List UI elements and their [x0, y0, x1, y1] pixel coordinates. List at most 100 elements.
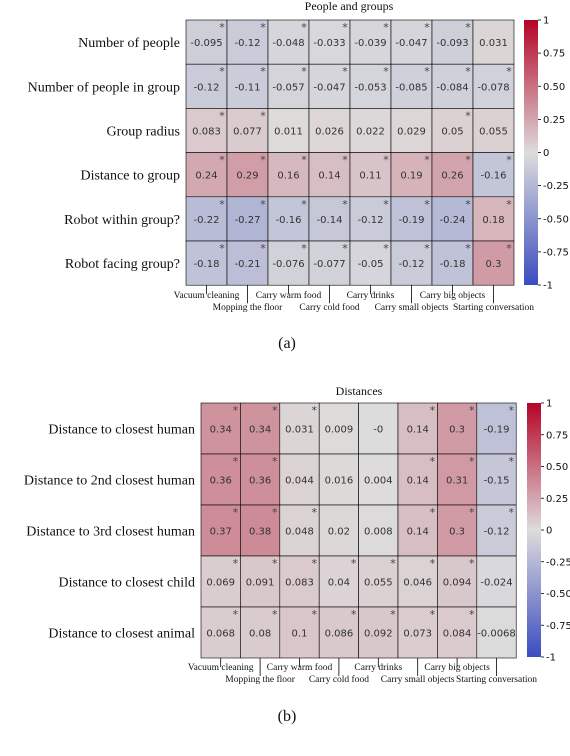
significance-marker: *: [219, 21, 225, 34]
significance-marker: *: [424, 65, 430, 78]
cell-value-label: 0.083: [285, 578, 314, 589]
heatmap-cell: [240, 453, 281, 506]
significance-marker: *: [424, 21, 430, 34]
significance-marker: *: [219, 198, 225, 211]
row-label: Distance to closest human: [48, 423, 195, 438]
cell-value-label: 0.18: [482, 215, 504, 226]
colorbar-tick-label: 0.50: [546, 462, 568, 473]
colorbar-tick-label: 0: [543, 148, 549, 159]
cell-value-label: 0.36: [210, 476, 232, 487]
heatmap-cell: [397, 402, 438, 455]
cell-value-label: 0.048: [285, 527, 314, 538]
cell-value-label: -0.12: [194, 82, 220, 93]
row-label: Distance to closest child: [59, 576, 195, 591]
colorbar-tick-label: 0.25: [546, 494, 568, 505]
cell-value-label: -0.16: [481, 171, 507, 182]
significance-marker: *: [430, 455, 436, 468]
column-label: Carry warm food: [267, 662, 333, 673]
chart-caption: (a): [278, 335, 296, 352]
significance-marker: *: [351, 608, 357, 621]
significance-marker: *: [342, 65, 348, 78]
significance-marker: *: [465, 65, 471, 78]
heatmap-cell: [267, 19, 310, 65]
heatmap-cell: [358, 453, 399, 506]
significance-marker: *: [351, 557, 357, 570]
heatmap-cell: [240, 606, 281, 659]
cell-value-label: 0.008: [364, 527, 393, 538]
cell-value-label: 0.044: [285, 476, 314, 487]
row-label: Number of people: [78, 36, 180, 51]
significance-marker: *: [508, 506, 514, 519]
cell-value-label: -0.19: [399, 215, 425, 226]
cell-value-label: 0.011: [274, 127, 303, 138]
heatmap-cell: [437, 402, 478, 455]
cell-value-label: -0.053: [354, 82, 386, 93]
heatmap-cell: [397, 606, 438, 659]
cell-value-label: 0.055: [479, 127, 508, 138]
row-label: Distance to 2nd closest human: [24, 474, 195, 489]
significance-marker: *: [219, 109, 225, 122]
heatmap-cell: [437, 453, 478, 506]
cell-value-label: 0.094: [443, 578, 472, 589]
heatmap-cell: [308, 196, 351, 242]
heatmap-cell: [308, 152, 351, 198]
significance-marker: *: [233, 455, 239, 468]
heatmap-cell: [279, 402, 320, 455]
column-label: Carry drinks: [347, 291, 395, 301]
significance-marker: *: [390, 557, 396, 570]
cell-value-label: -0.024: [480, 578, 512, 589]
column-label: Carry big objects: [424, 663, 490, 673]
cell-value-label: 0.29: [236, 171, 258, 182]
significance-marker: *: [390, 608, 396, 621]
colorbar-tick-label: 0.25: [543, 115, 565, 126]
heatmap-cell: [349, 108, 392, 153]
cell-value-label: 0.068: [206, 629, 235, 640]
heatmap-cell: [431, 240, 474, 286]
cell-value-label: -0.078: [477, 82, 509, 93]
cell-value-label: -0.27: [235, 215, 261, 226]
column-label: Carry warm food: [256, 290, 322, 301]
colorbar-tick-label: -0.75: [546, 621, 570, 632]
heatmap-cell: [226, 19, 269, 65]
significance-marker: *: [342, 154, 348, 167]
significance-marker: *: [469, 557, 475, 570]
colorbar-tick-label: 0.75: [546, 430, 568, 441]
significance-marker: *: [424, 198, 430, 211]
heatmap-cell: [185, 108, 228, 153]
heatmap-cell: [349, 196, 392, 242]
column-label: Mopping the floor: [225, 674, 295, 685]
column-label: Mopping the floor: [213, 302, 283, 313]
column-label: Carry small objects: [381, 675, 455, 685]
heatmap-cell: [279, 555, 320, 608]
significance-marker: *: [383, 65, 389, 78]
heatmap-cell: [200, 504, 241, 557]
colorbar: [527, 403, 541, 657]
significance-marker: *: [506, 154, 512, 167]
cell-value-label: 0.016: [325, 476, 354, 487]
colorbar-tick-label: 1: [546, 399, 552, 410]
significance-marker: *: [430, 404, 436, 417]
heatmap-cell: [397, 504, 438, 557]
cell-value-label: -0.16: [276, 215, 302, 226]
significance-marker: *: [233, 608, 239, 621]
colorbar-tick-label: 1: [543, 16, 549, 27]
cell-value-label: -0.047: [313, 82, 345, 93]
cell-value-label: 0.14: [407, 425, 429, 436]
significance-marker: *: [383, 242, 389, 255]
significance-marker: *: [465, 109, 471, 122]
heatmap-people-and-groups: People and groups (a) -0.095 * -0.12 * -0.04…: [28, 0, 569, 352]
significance-marker: *: [424, 242, 430, 255]
cell-value-label: -0.093: [436, 38, 468, 49]
heatmap-cell: [308, 108, 351, 153]
colorbar-tick-label: -1: [546, 653, 556, 664]
heatmap-cell: [397, 453, 438, 506]
heatmap-cell: [476, 555, 517, 608]
heatmap-cell: [358, 504, 399, 557]
significance-marker: *: [430, 506, 436, 519]
significance-marker: *: [272, 557, 278, 570]
cell-value-label: 0.3: [486, 259, 502, 270]
column-label: Vacuum cleaning: [174, 291, 240, 301]
heatmap-cell: [472, 196, 515, 242]
heatmap-cell: [472, 108, 515, 153]
cell-value-label: 0.091: [246, 578, 275, 589]
